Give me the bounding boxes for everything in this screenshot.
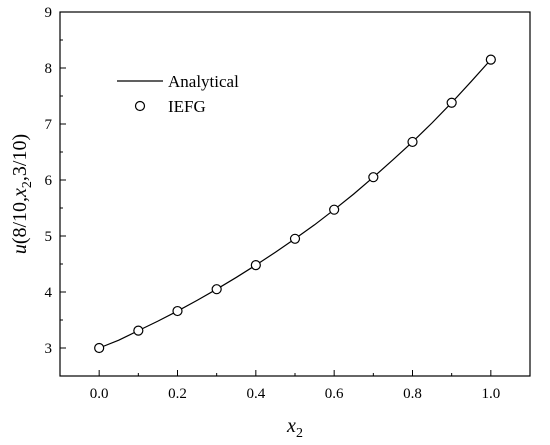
iefg-point	[407, 136, 418, 148]
iefg-point	[446, 97, 457, 108]
series-line-analytical	[98, 59, 492, 349]
x-tick-label: 0.2	[168, 386, 187, 402]
x-tick-label: 0.0	[90, 386, 109, 402]
x-tick-label: 1.0	[481, 386, 500, 402]
series-layer	[94, 54, 496, 354]
iefg-point	[172, 305, 183, 317]
iefg-point	[211, 284, 222, 295]
y-tick-label: 8	[45, 61, 53, 77]
legend-label-iefg: IEFG	[168, 97, 206, 116]
iefg-point	[485, 54, 496, 65]
y-tick-label: 3	[45, 341, 53, 357]
legend-label-analytical: Analytical	[168, 72, 239, 91]
legend-marker-swatch	[134, 100, 146, 112]
y-axis-label: u(8/10,x2,3/10)	[9, 134, 35, 254]
y-tick-label: 6	[45, 173, 53, 189]
iefg-point	[329, 204, 340, 215]
plot-frame	[59, 11, 531, 377]
legend: Analytical IEFG	[117, 72, 239, 116]
iefg-point	[94, 342, 105, 354]
x-tick-label: 0.4	[246, 386, 265, 402]
x-axis: 0.0 0.2 0.4 0.6 0.8 1.0	[59, 370, 531, 402]
x-tick-label: 0.6	[325, 386, 344, 402]
iefg-point	[250, 260, 261, 271]
iefg-point	[289, 233, 301, 244]
x-axis-label: x2	[286, 415, 303, 441]
y-tick-label: 5	[45, 229, 53, 245]
iefg-point	[133, 325, 144, 336]
x-tick-label: 0.8	[403, 386, 422, 402]
iefg-point	[368, 172, 379, 183]
y-tick-label: 7	[45, 117, 53, 133]
y-tick-label: 9	[45, 5, 53, 21]
y-axis: 3 4 5 6 7 8 9	[45, 5, 66, 377]
y-tick-label: 4	[45, 285, 53, 301]
